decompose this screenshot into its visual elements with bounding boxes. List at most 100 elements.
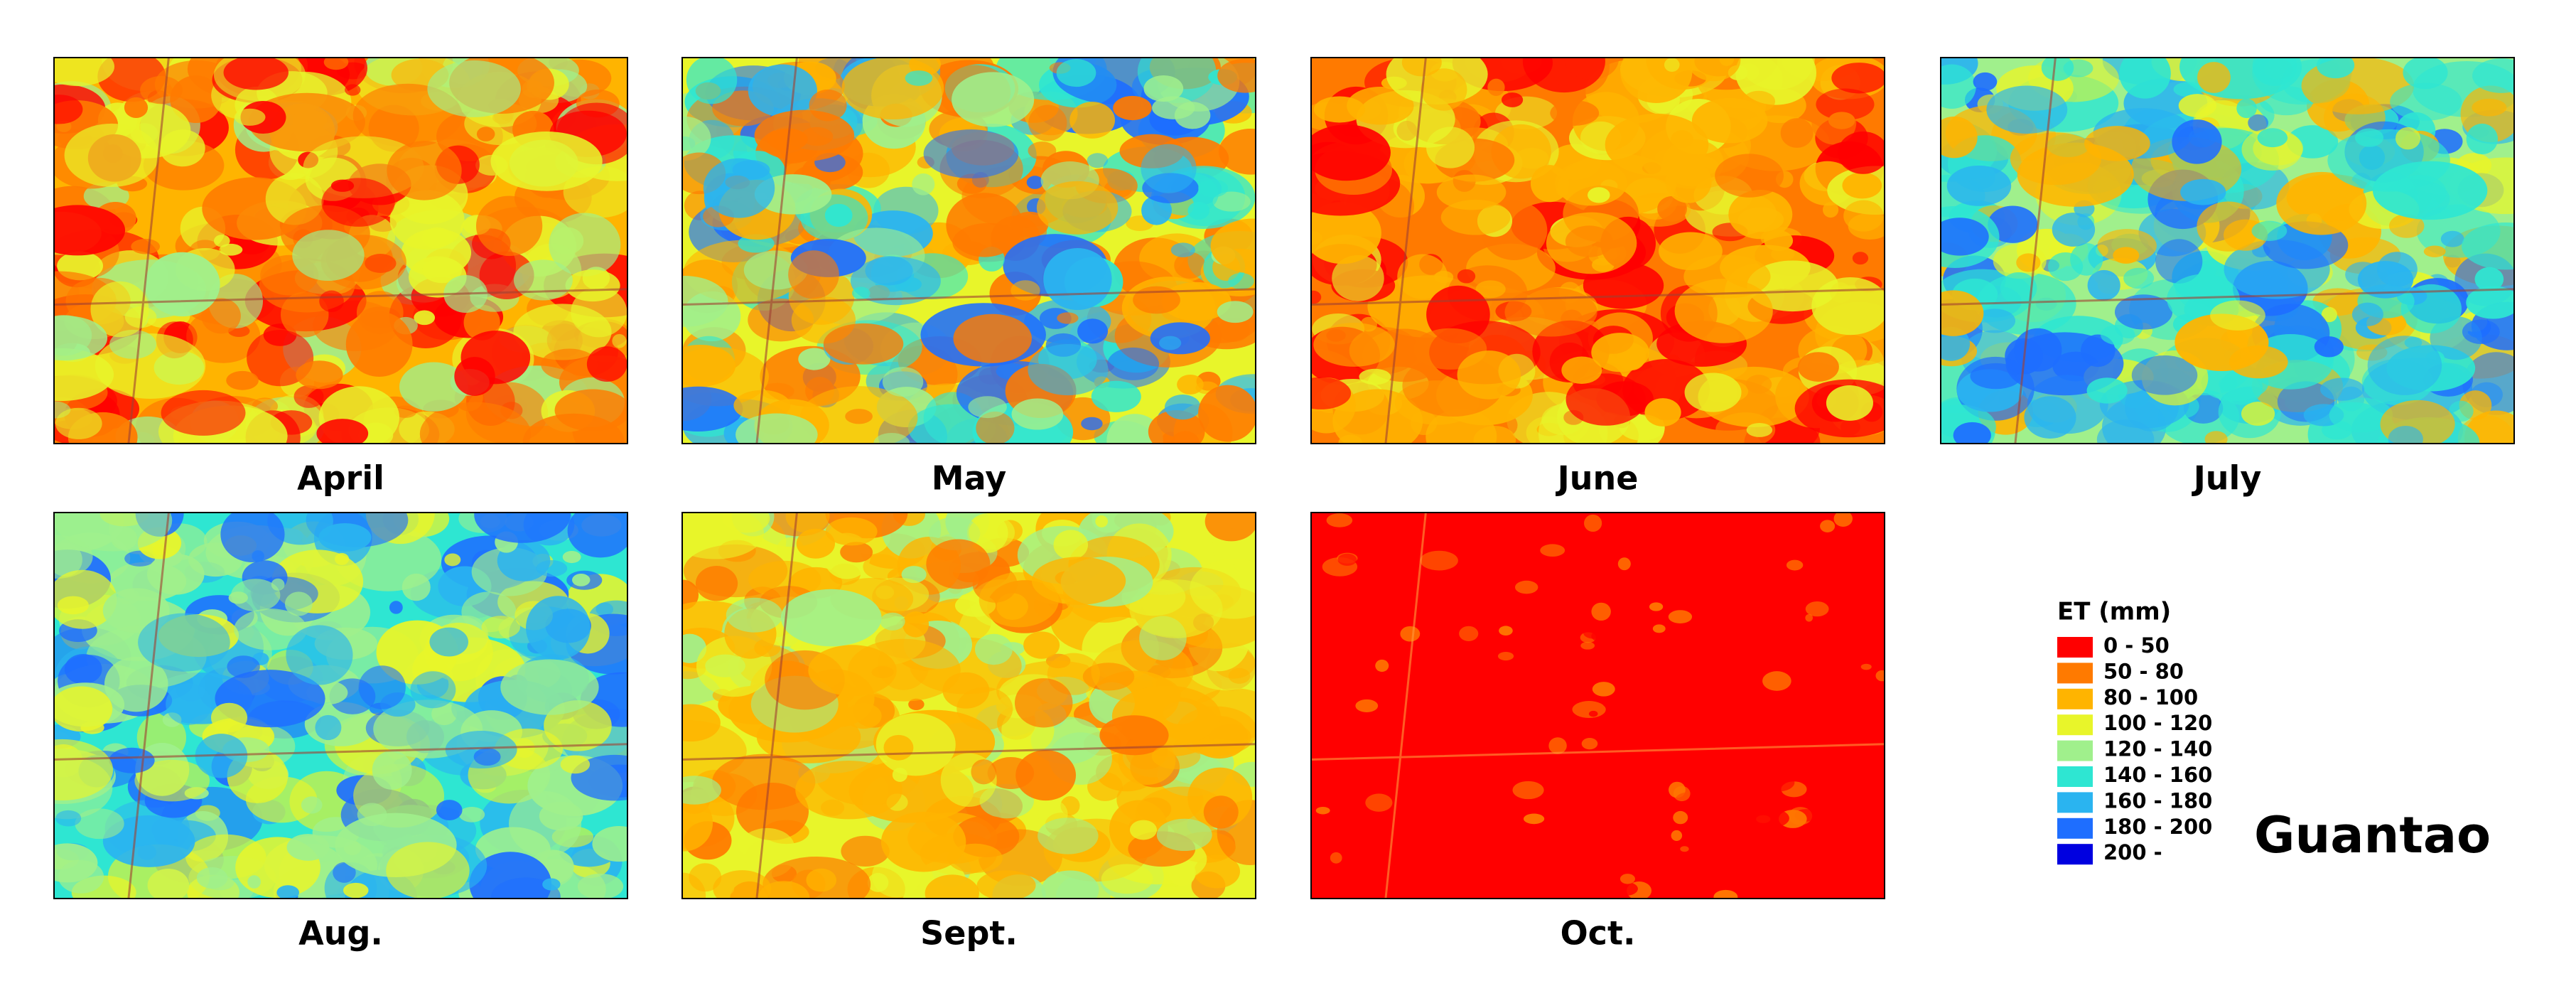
map-patch [419, 402, 532, 444]
map-patch [1077, 318, 1109, 344]
map-patch [1459, 626, 1479, 641]
map-patch [1652, 624, 1666, 633]
map-patch [2321, 306, 2337, 323]
map-patch [1417, 726, 1440, 741]
map-patch [2155, 239, 2203, 284]
map-patch [102, 815, 195, 867]
map-patch [219, 243, 243, 256]
map-patch [389, 601, 403, 614]
map-patch [1620, 874, 1635, 884]
map-patch [1358, 874, 1372, 886]
map-patch [2179, 58, 2302, 100]
map-patch [863, 554, 901, 580]
map-patch [1657, 195, 1687, 222]
map-patch [880, 811, 966, 872]
map-patch [1487, 78, 1505, 96]
map-patch [1662, 139, 1724, 187]
map-patch [2241, 402, 2275, 426]
map-patch [319, 290, 344, 312]
map-patch [1347, 87, 1414, 125]
map-patch [1805, 601, 1829, 617]
legend-swatch [2057, 688, 2093, 709]
map-patch [2047, 252, 2084, 282]
map-patch [109, 747, 155, 773]
map-patch [795, 760, 902, 820]
map-patch [1011, 280, 1040, 301]
map-patch [1457, 350, 1521, 400]
map-patch [974, 633, 1013, 665]
map-patch [1015, 750, 1077, 801]
map-patch [1941, 290, 1984, 336]
map-patch [1041, 870, 1099, 899]
map-patch [567, 513, 627, 558]
map-patch [140, 75, 183, 104]
map-patch [422, 257, 462, 284]
map-patch [549, 213, 621, 277]
map-patch [1786, 559, 1804, 571]
map-frame [681, 512, 1256, 899]
map-patch [54, 95, 83, 124]
legend-label: 160 - 180 [2103, 788, 2212, 813]
map-patch [1413, 840, 1446, 858]
map-patch [2123, 267, 2155, 289]
map-patch [2084, 126, 2150, 161]
map-patch [509, 791, 582, 857]
map-patch [1081, 417, 1103, 431]
map-patch [1335, 639, 1359, 660]
map-patch [210, 702, 248, 733]
map-patch [1168, 859, 1196, 886]
map-patch [682, 116, 711, 161]
map-patch [1315, 806, 1330, 815]
map-patch [968, 396, 1007, 419]
map-patch [809, 89, 847, 122]
map-patch [882, 367, 924, 397]
map-patch [475, 195, 543, 257]
map-patch [976, 411, 1015, 444]
map-patch [586, 346, 627, 382]
map-patch [316, 419, 369, 444]
legend-swatch [2057, 766, 2093, 787]
map-patch [758, 881, 810, 899]
map-patch [1399, 520, 1417, 533]
map-patch [427, 60, 521, 117]
map-patch [1691, 97, 1768, 144]
map-patch [124, 97, 149, 118]
map-patch [1141, 195, 1172, 225]
map-patch [2390, 82, 2462, 121]
map-patch [2317, 58, 2355, 79]
map-patch [1739, 58, 1815, 90]
map-patch [2372, 161, 2488, 220]
map-patch [1203, 795, 1239, 829]
map-patch [1839, 779, 1856, 791]
map-patch [1217, 301, 1254, 323]
map-patch [2236, 98, 2257, 119]
map-patch [1028, 344, 1109, 396]
map-patch [152, 543, 167, 556]
map-patch [1514, 580, 1538, 594]
map-patch [682, 776, 721, 805]
map-patch [481, 616, 520, 639]
map-patch [689, 863, 722, 892]
map-patch [54, 569, 117, 629]
map-patch [1026, 176, 1044, 189]
map-patch [824, 203, 853, 227]
map-patch [1444, 565, 1464, 584]
map-patch [682, 276, 728, 327]
map-patch [271, 578, 285, 591]
map-patch [1497, 690, 1519, 707]
map-patch [2014, 328, 2062, 372]
map-patch [1480, 766, 1510, 781]
map-patch [1799, 564, 1823, 579]
map-patch [2113, 247, 2140, 264]
map-patch [513, 259, 573, 301]
map-patch [1683, 254, 1771, 299]
map-patch [196, 867, 228, 889]
map-patch [596, 602, 614, 616]
map-patch [2423, 245, 2446, 257]
map-patch [1028, 104, 1067, 141]
legend-label: 80 - 100 [2103, 685, 2198, 709]
map-patch [883, 734, 914, 761]
map-patch [1036, 181, 1119, 235]
map-patch [292, 230, 365, 282]
